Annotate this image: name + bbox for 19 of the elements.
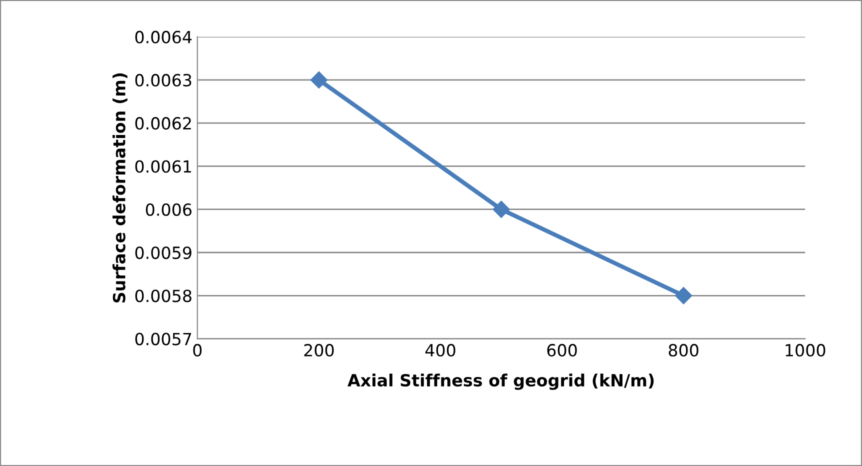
y-tick-label: 0.0061	[135, 160, 191, 173]
x-tick-label: 600	[547, 344, 577, 357]
x-tick-label: 1000	[786, 344, 826, 357]
x-tick-label: 0	[193, 344, 202, 357]
y-tick-label: 0.0064	[135, 30, 192, 44]
y-tick-label: 0.0057	[135, 332, 192, 346]
point	[675, 287, 692, 304]
y-tick-label: 0.0063	[135, 74, 192, 87]
y-tick-label: 0.0058	[135, 290, 192, 302]
y-axis-title: Surface deformation (m)	[112, 73, 128, 302]
x-tick-label: 400	[425, 344, 456, 357]
y-tick-label: 0.0062	[135, 117, 191, 130]
y-tick-label: 0.006	[146, 203, 192, 216]
point	[310, 71, 328, 89]
x-tick-label: 200	[304, 344, 334, 357]
point	[492, 200, 510, 218]
x-tick-label: 800	[668, 344, 698, 357]
x-axis-title: Axial Stiffness of geogrid (kN/m)	[348, 374, 654, 390]
y-tick-label: 0.0059	[135, 246, 192, 260]
